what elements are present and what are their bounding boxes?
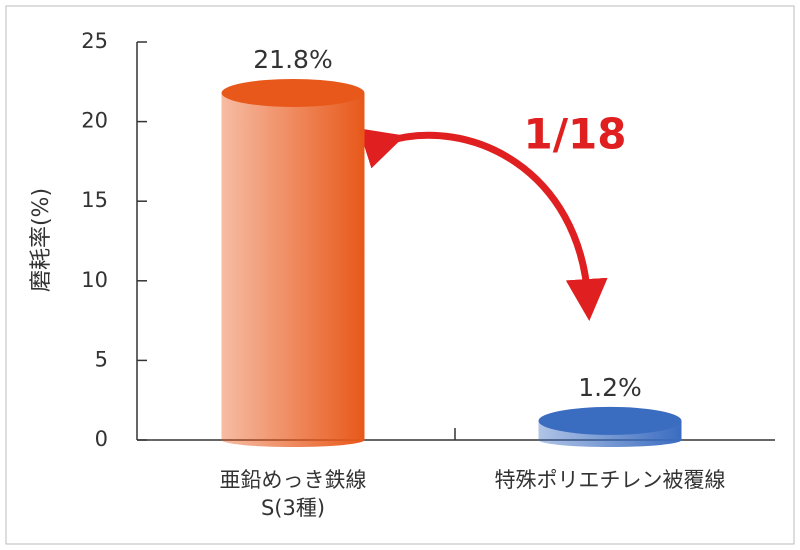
value-label: 1.2% <box>578 373 642 402</box>
bar-top <box>221 78 365 107</box>
y-tick-label: 25 <box>81 29 108 53</box>
bar <box>221 92 365 447</box>
frame <box>5 5 795 545</box>
y-tick-label: 5 <box>95 347 108 371</box>
y-axis-label: 磨耗率(%) <box>29 188 54 292</box>
value-label: 21.8% <box>253 45 332 74</box>
x-tick-label: 特殊ポリエチレン被覆線 <box>494 468 726 492</box>
y-tick-label: 10 <box>81 268 108 292</box>
x-tick-label: 亜鉛めっき鉄線 S(3種) <box>219 468 367 520</box>
y-tick-label: 20 <box>81 109 108 133</box>
y-tick-label: 0 <box>95 427 108 451</box>
annotation: 1/18 <box>523 110 626 159</box>
y-tick-label: 15 <box>81 188 108 212</box>
bar-top <box>538 406 682 435</box>
ratio-arrow <box>358 128 608 321</box>
